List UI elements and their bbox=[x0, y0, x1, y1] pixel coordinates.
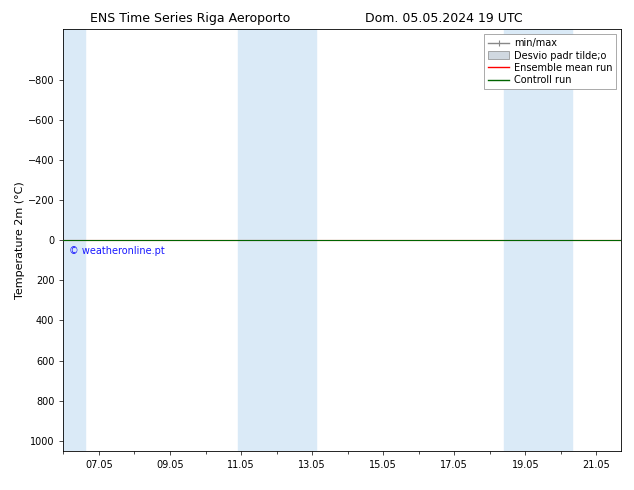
Text: ENS Time Series Riga Aeroporto: ENS Time Series Riga Aeroporto bbox=[90, 12, 290, 25]
Bar bbox=[63, 29, 85, 451]
Legend: min/max, Desvio padr tilde;o, Ensemble mean run, Controll run: min/max, Desvio padr tilde;o, Ensemble m… bbox=[484, 34, 616, 89]
Text: © weatheronline.pt: © weatheronline.pt bbox=[68, 246, 164, 256]
Bar bbox=[238, 29, 316, 451]
Y-axis label: Temperature 2m (°C): Temperature 2m (°C) bbox=[15, 181, 25, 299]
Bar bbox=[504, 29, 572, 451]
Text: Dom. 05.05.2024 19 UTC: Dom. 05.05.2024 19 UTC bbox=[365, 12, 522, 25]
